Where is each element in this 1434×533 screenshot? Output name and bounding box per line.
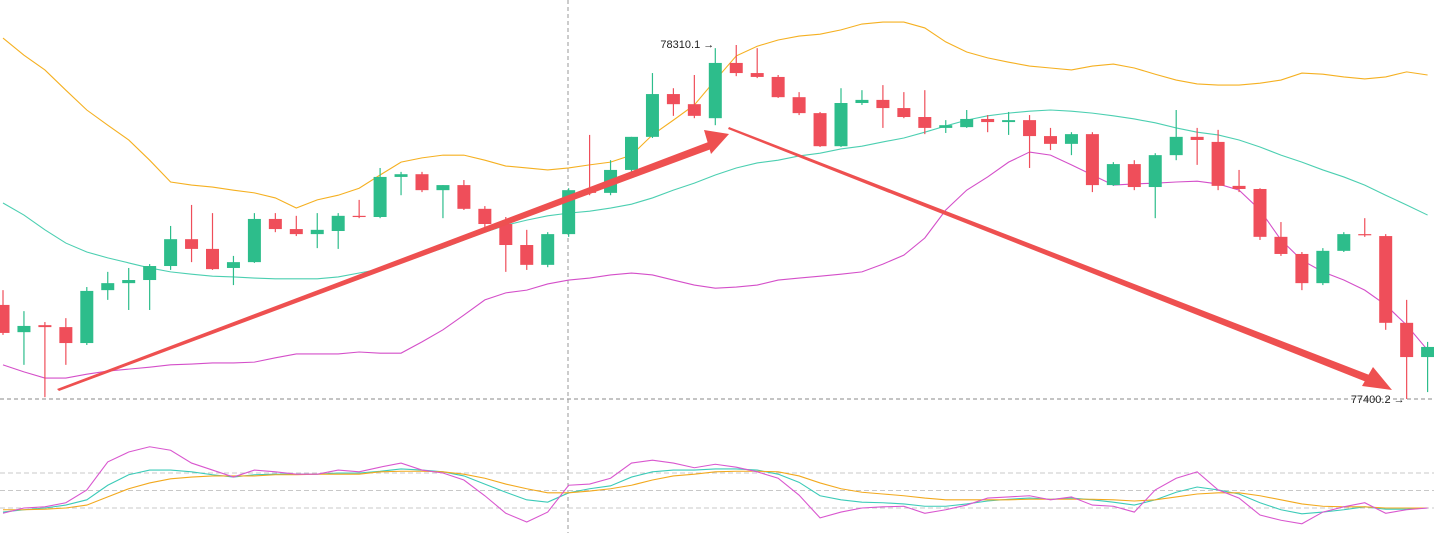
- candle-body: [981, 118, 995, 123]
- trend-arrow-down: [728, 127, 1372, 383]
- candle-body: [1316, 250, 1330, 284]
- candle-body: [499, 224, 513, 246]
- candle-body: [17, 325, 31, 333]
- candle-body: [1358, 234, 1372, 236]
- candle-body: [289, 229, 303, 235]
- candle-body: [918, 117, 932, 128]
- candle-body: [1148, 155, 1162, 188]
- candle-body: [729, 62, 743, 74]
- candle-body: [457, 185, 471, 209]
- candle-body: [1064, 134, 1078, 144]
- candle-body: [1169, 136, 1183, 156]
- candle-body: [1085, 134, 1099, 186]
- candle-body: [478, 208, 492, 225]
- candle-body: [1190, 136, 1204, 140]
- candle-body: [1400, 322, 1414, 358]
- indicator-line: [2, 446, 1428, 525]
- band-line: [2, 151, 1429, 379]
- candle-body: [436, 185, 450, 191]
- candle-body: [80, 290, 94, 344]
- candle-body: [1023, 120, 1037, 137]
- trend-arrows: [57, 127, 1392, 391]
- candle-body: [1274, 236, 1288, 254]
- candle-body: [666, 94, 680, 105]
- candle-body: [1106, 164, 1120, 186]
- candle-body: [185, 239, 199, 249]
- candle-body: [625, 136, 638, 170]
- candle-body: [1232, 185, 1246, 189]
- candle-body: [541, 234, 555, 265]
- candle-body: [352, 215, 366, 218]
- candle-body: [373, 176, 387, 218]
- indicator-line: [3, 470, 1428, 511]
- candle-body: [1044, 136, 1057, 144]
- arrow-head: [1362, 367, 1392, 390]
- candle-body: [1337, 234, 1351, 251]
- candle-body: [415, 174, 429, 191]
- band-line: [2, 109, 1428, 280]
- candle-body: [520, 245, 534, 265]
- candle-body: [813, 113, 827, 147]
- candle-body: [1127, 164, 1141, 188]
- candle-body: [792, 97, 806, 114]
- candle-body: [101, 283, 115, 291]
- candle-body: [164, 239, 178, 267]
- candle-body: [310, 229, 324, 235]
- low-label: 77400.2 →: [1351, 394, 1405, 406]
- candle-body: [206, 248, 219, 270]
- candle-body: [226, 262, 240, 268]
- candle-body: [38, 325, 52, 328]
- candle-body: [247, 218, 261, 263]
- candle-body: [897, 108, 911, 118]
- labels: 78310.1 → 77400.2 →: [660, 39, 1404, 406]
- candle-body: [687, 104, 701, 116]
- candle-body: [122, 280, 136, 284]
- arrow-head: [704, 130, 729, 154]
- candle-body: [331, 215, 345, 232]
- candle-body: [1253, 188, 1267, 237]
- candles: [0, 45, 1434, 399]
- trend-arrow-up: [57, 141, 714, 391]
- candle-body: [939, 125, 953, 128]
- candle-body: [143, 266, 157, 281]
- candle-body: [1211, 141, 1225, 186]
- candle-body: [0, 304, 10, 333]
- candle-body: [1002, 120, 1016, 123]
- candle-body: [1421, 346, 1434, 358]
- candle-body: [876, 99, 890, 109]
- candle-body: [960, 118, 974, 128]
- candle-body: [1295, 253, 1309, 284]
- candle-body: [645, 94, 659, 137]
- candle-body: [268, 218, 282, 230]
- candle-body: [1379, 236, 1393, 323]
- candle-body: [708, 62, 722, 119]
- indicator-panel: [0, 446, 1434, 525]
- candle-body: [855, 99, 869, 104]
- candle-body: [750, 73, 764, 77]
- high-label: 78310.1 →: [660, 39, 714, 51]
- candle-body: [771, 76, 785, 98]
- candle-body: [394, 174, 408, 177]
- candle-body: [59, 327, 73, 344]
- candle-body: [834, 103, 848, 147]
